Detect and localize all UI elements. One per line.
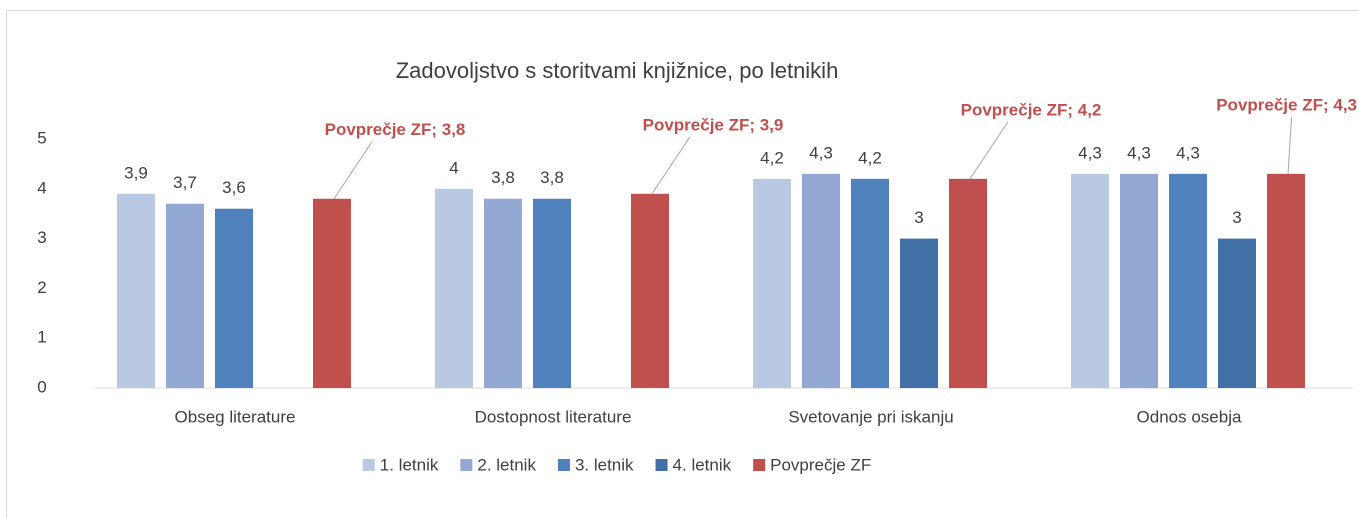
bar [533,198,571,388]
legend-swatch [753,459,766,471]
data-label: 4,2 [760,148,784,167]
data-label: 4,2 [858,148,882,167]
data-label: 4 [449,158,458,177]
data-label: 4,3 [1127,143,1151,162]
y-tick-label: 5 [37,128,46,147]
bar [802,173,840,388]
data-label: 3,8 [491,168,515,187]
x-tick-label: Svetovanje pri iskanju [788,407,953,426]
data-label: 3,9 [124,163,148,182]
legend-label: 4. letnik [673,455,732,474]
bar [753,178,791,388]
legend-label: 2. letnik [477,455,536,474]
legend-label: Povprečje ZF [770,455,871,474]
y-tick-label: 3 [37,228,46,247]
y-tick-label: 1 [37,328,46,347]
bar [435,188,473,388]
legend-swatch [557,459,570,471]
data-label: 4,3 [1078,143,1102,162]
bar [1071,173,1109,388]
x-tick-label: Obseg literature [175,407,296,426]
data-label: 3,6 [222,178,246,197]
leader-line [1287,116,1293,174]
bar [484,198,522,388]
data-label: 3,8 [540,168,564,187]
data-label: 4,3 [1176,143,1200,162]
legend-swatch [362,459,375,471]
legend-label: 3. letnik [575,455,634,474]
avg-data-label: Povprečje ZF; 3,8 [325,120,466,139]
avg-data-label: Povprečje ZF; 4,2 [961,100,1102,119]
leader-line [651,136,691,195]
bar [117,193,155,388]
data-label: 3 [1232,208,1241,227]
bar [851,178,889,388]
bar [631,193,669,388]
bar [1169,173,1207,388]
bar [215,208,253,388]
data-label: 4,3 [809,143,833,162]
bar [949,178,987,388]
data-label: 3,7 [173,173,197,192]
legend-label: 1. letnik [380,455,439,474]
y-tick-label: 4 [37,178,46,197]
bar [166,203,204,388]
x-tick-label: Odnos osebja [1137,407,1242,426]
bar [1218,238,1256,388]
leader-line [969,121,1009,180]
data-label: 3 [914,208,923,227]
bar [1267,173,1305,388]
x-tick-label: Dostopnost literature [475,407,632,426]
avg-data-label: Povprečje ZF; 3,9 [643,115,784,134]
legend-swatch [655,459,668,471]
legend-swatch [460,459,473,471]
y-tick-label: 2 [37,278,46,297]
bar [1120,173,1158,388]
chart-title: Zadovoljstvo s storitvami knjižnice, po … [396,58,839,83]
bar [900,238,938,388]
y-tick-label: 0 [37,377,46,396]
leader-line [333,141,373,200]
bar [313,198,351,388]
avg-data-label: Povprečje ZF; 4,3 [1216,95,1357,114]
